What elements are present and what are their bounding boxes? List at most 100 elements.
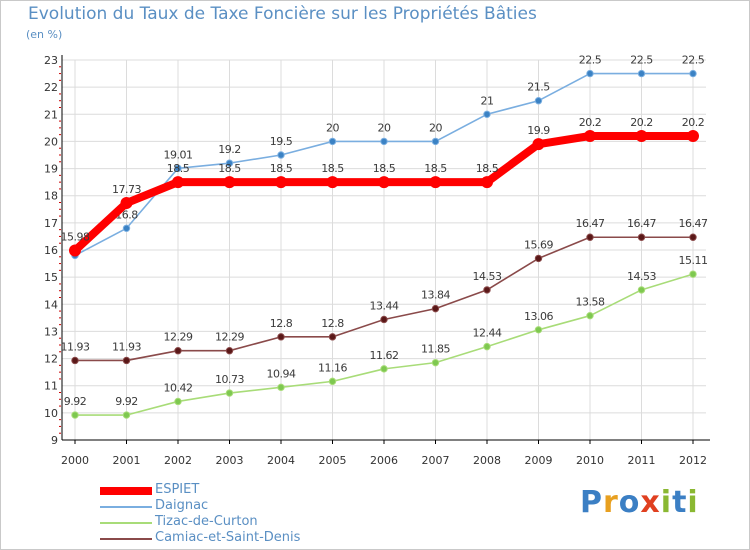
data-label-daignac: 21 [481, 94, 494, 107]
data-label-daignac: 21.5 [527, 81, 550, 94]
x-tick-label: 2012 [679, 454, 707, 467]
point-espiet [378, 176, 390, 189]
point-camiac-et-saint-denis [689, 233, 697, 241]
point-tizac-de-curton [174, 397, 182, 406]
point-daignac [380, 137, 388, 146]
point-espiet [275, 176, 287, 189]
x-tick-label: 2008 [473, 454, 501, 467]
point-camiac-et-saint-denis [225, 347, 234, 355]
logo-letter: i [687, 485, 699, 520]
legend-label-tizac-de-curton: Tizac-de-Curton [155, 514, 258, 529]
data-label-daignac: 22.5 [682, 54, 705, 67]
x-tick-label: 2003 [216, 454, 244, 467]
point-camiac-et-saint-denis [637, 233, 646, 241]
data-label-espiet: 18.5 [218, 162, 241, 175]
logo-letter: r [603, 485, 619, 520]
point-camiac-et-saint-denis [277, 333, 285, 341]
point-daignac [225, 159, 234, 167]
point-tizac-de-curton [483, 342, 491, 351]
x-tick-label: 2007 [422, 454, 450, 467]
point-tizac-de-curton [586, 311, 594, 320]
x-tick-label: 2010 [576, 454, 604, 467]
point-tizac-de-curton [431, 358, 440, 367]
point-daignac [689, 69, 697, 78]
point-espiet [635, 130, 648, 142]
point-espiet [687, 130, 699, 142]
y-tick-label: 23 [44, 54, 58, 67]
data-label-daignac: 20 [429, 121, 442, 134]
data-label-daignac: 22.5 [579, 54, 602, 67]
point-camiac-et-saint-denis [483, 286, 491, 294]
data-label-espiet: 15.98 [61, 231, 90, 244]
logo-letter: t [672, 485, 688, 520]
proxiti-logo: Proxiti [580, 485, 699, 520]
x-tick-label: 2011 [628, 454, 656, 467]
data-label-espiet: 18.5 [373, 162, 396, 175]
data-label-tizac-de-curton: 10.42 [164, 381, 193, 394]
point-daignac [431, 137, 440, 146]
point-espiet [223, 176, 236, 189]
point-daignac [586, 69, 594, 78]
chart-title: Evolution du Taux de Taxe Foncière sur l… [28, 4, 537, 24]
data-label-tizac-de-curton: 13.06 [524, 310, 553, 323]
logo-letter: i [660, 485, 673, 520]
x-tick-label: 2009 [525, 454, 553, 467]
point-espiet [481, 176, 493, 189]
data-label-tizac-de-curton: 14.53 [627, 270, 656, 283]
legend-label-daignac: Daignac [155, 498, 209, 513]
data-label-tizac-de-curton: 13.58 [576, 296, 605, 309]
point-daignac [328, 137, 337, 146]
y-unit-label: (en %) [26, 28, 63, 41]
data-label-tizac-de-curton: 11.62 [370, 349, 399, 362]
point-espiet [172, 176, 184, 189]
y-tick-label: 18 [44, 190, 58, 203]
data-label-espiet: 20.2 [630, 116, 653, 129]
point-camiac-et-saint-denis [380, 315, 388, 324]
data-label-camiac-et-saint-denis: 15.69 [524, 238, 553, 251]
data-label-tizac-de-curton: 15.11 [679, 254, 708, 267]
data-label-daignac: 19.01 [164, 148, 193, 161]
data-label-tizac-de-curton: 11.16 [318, 361, 347, 374]
y-tick-label: 17 [44, 217, 58, 230]
x-tick-label: 2002 [164, 454, 192, 467]
y-tick-label: 15 [44, 271, 58, 284]
y-tick-label: 10 [44, 407, 58, 420]
x-tick-label: 2001 [113, 454, 141, 467]
point-espiet [532, 138, 545, 151]
data-label-espiet: 20.2 [579, 116, 602, 129]
y-tick-label: 19 [44, 163, 58, 176]
y-tick-label: 20 [44, 135, 58, 148]
logo-letter: P [580, 485, 603, 520]
y-tick-label: 21 [44, 108, 58, 121]
point-espiet [429, 176, 442, 189]
x-tick-label: 2006 [370, 454, 398, 467]
point-tizac-de-curton [277, 383, 285, 392]
legend-swatch-daignac [100, 506, 152, 508]
legend-swatch-camiac-et-saint-denis [100, 538, 152, 540]
data-label-camiac-et-saint-denis: 12.8 [321, 317, 344, 330]
y-tick-label: 11 [44, 380, 58, 393]
data-label-daignac: 19.5 [270, 135, 293, 148]
point-camiac-et-saint-denis [586, 233, 594, 241]
x-tick-label: 2004 [267, 454, 295, 467]
data-label-daignac: 20 [378, 121, 391, 134]
data-label-tizac-de-curton: 12.44 [473, 327, 502, 340]
point-espiet [584, 130, 596, 142]
y-tick-label: 9 [51, 434, 58, 447]
point-camiac-et-saint-denis [328, 333, 337, 341]
point-tizac-de-curton [534, 326, 543, 334]
data-label-camiac-et-saint-denis: 16.47 [627, 217, 656, 230]
point-tizac-de-curton [71, 411, 79, 419]
point-camiac-et-saint-denis [122, 356, 131, 365]
point-daignac [277, 151, 285, 159]
point-espiet [120, 197, 133, 210]
legend-swatch-espiet [100, 487, 152, 495]
data-label-espiet: 18.5 [321, 162, 344, 175]
data-label-camiac-et-saint-denis: 13.84 [421, 289, 450, 302]
point-daignac [637, 69, 646, 78]
data-label-camiac-et-saint-denis: 14.53 [473, 270, 502, 283]
data-label-camiac-et-saint-denis: 13.44 [370, 299, 399, 312]
data-label-camiac-et-saint-denis: 12.29 [164, 331, 193, 344]
point-tizac-de-curton [122, 411, 131, 419]
